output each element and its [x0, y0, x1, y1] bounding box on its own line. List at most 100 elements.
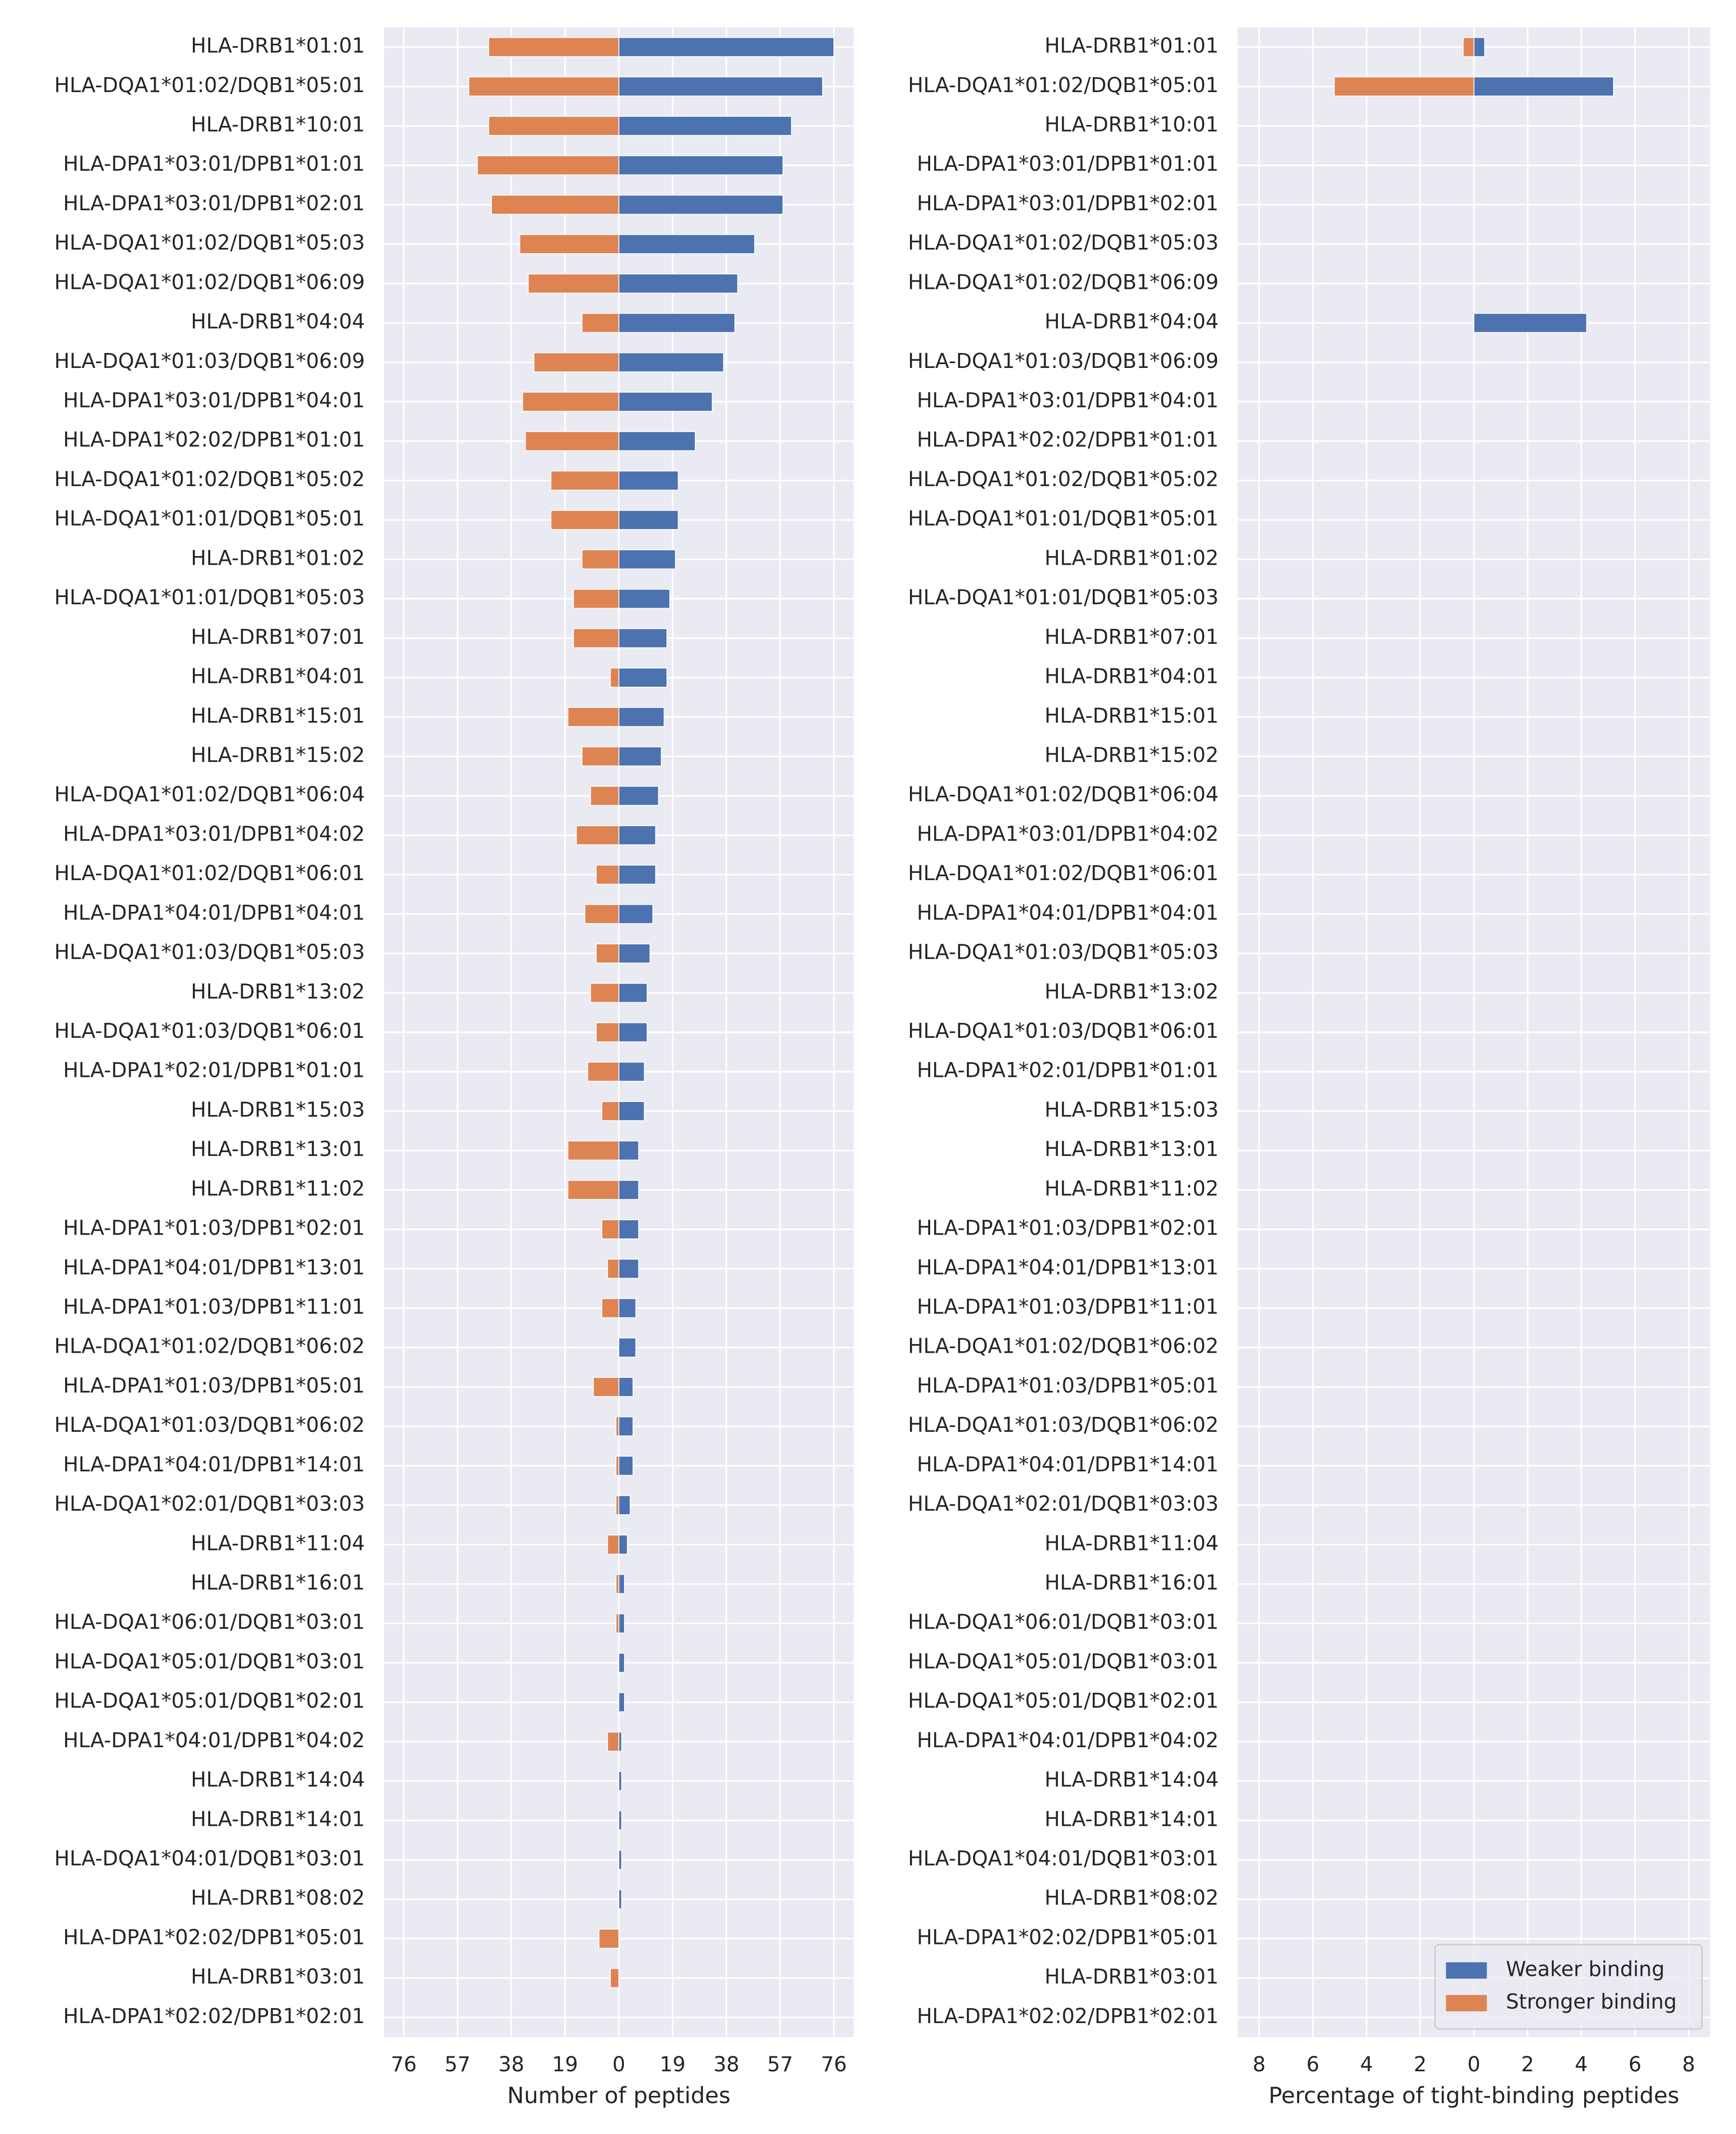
- y-tick-label: HLA-DPA1*03:01/DPB1*01:01: [917, 152, 1219, 176]
- bar: [615, 1495, 620, 1515]
- y-tick-label: HLA-DRB1*14:01: [191, 1807, 365, 1831]
- y-tick-label: HLA-DRB1*16:01: [1044, 1571, 1219, 1594]
- y-tick-label: HLA-DPA1*03:01/DPB1*04:01: [917, 389, 1219, 412]
- bar: [601, 1219, 620, 1239]
- bar: [576, 825, 620, 845]
- y-tick-label: HLA-DQA1*01:03/DQB1*06:09: [908, 349, 1219, 373]
- y-tick-label: HLA-DQA1*01:02/DQB1*05:03: [54, 231, 365, 255]
- y-tick-label: HLA-DQA1*01:02/DQB1*05:02: [908, 467, 1219, 491]
- bar: [618, 273, 738, 294]
- bar: [618, 352, 724, 372]
- y-tick-label: HLA-DPA1*02:02/DPB1*02:01: [63, 2004, 365, 2028]
- bar: [618, 431, 696, 451]
- bar: [618, 1298, 637, 1318]
- y-tick-label: HLA-DRB1*03:01: [1044, 1965, 1219, 1988]
- x-tick-label: 8: [1682, 2052, 1695, 2076]
- bar: [596, 865, 620, 885]
- y-tick-label: HLA-DRB1*08:02: [191, 1886, 365, 1910]
- y-tick-label: HLA-DQA1*01:01/DQB1*05:03: [54, 585, 365, 609]
- x-tick-label: 8: [1253, 2052, 1266, 2076]
- y-tick-label: HLA-DQA1*01:02/DQB1*06:01: [908, 861, 1219, 885]
- bar: [598, 1929, 620, 1949]
- bar: [615, 1416, 620, 1437]
- y-tick-label: HLA-DPA1*03:01/DPB1*04:02: [917, 822, 1219, 845]
- y-tick-label: HLA-DQA1*01:02/DQB1*06:04: [54, 783, 365, 806]
- bar: [618, 628, 667, 648]
- bar: [618, 1101, 645, 1121]
- bar: [618, 155, 784, 176]
- y-tick-label: HLA-DQA1*05:01/DQB1*02:01: [908, 1689, 1219, 1713]
- bar: [550, 510, 620, 530]
- y-tick-label: HLA-DQA1*06:01/DQB1*03:01: [908, 1610, 1219, 1634]
- y-tick-label: HLA-DRB1*14:04: [1044, 1768, 1219, 1792]
- legend-box: [1434, 1944, 1703, 2030]
- y-tick-label: HLA-DQA1*01:02/DQB1*06:09: [54, 270, 365, 294]
- bar: [584, 904, 620, 924]
- x-tick-label: 57: [767, 2052, 793, 2076]
- y-tick-label: HLA-DQA1*01:02/DQB1*06:01: [54, 861, 365, 885]
- y-tick-label: HLA-DRB1*14:04: [191, 1768, 365, 1792]
- bar: [618, 470, 679, 491]
- bar: [593, 1377, 620, 1397]
- bar: [582, 313, 620, 333]
- bar: [567, 707, 620, 727]
- bar: [618, 1259, 639, 1279]
- bar: [618, 1219, 639, 1239]
- y-tick-label: HLA-DPA1*02:01/DPB1*01:01: [917, 1059, 1219, 1082]
- y-tick-label: HLA-DRB1*04:01: [1044, 665, 1219, 688]
- x-tick-label: 6: [1628, 2052, 1641, 2076]
- bar: [618, 1022, 648, 1043]
- y-tick-label: HLA-DPA1*01:03/DPB1*05:01: [917, 1373, 1219, 1397]
- bar: [618, 1692, 625, 1713]
- bar: [525, 431, 620, 451]
- y-tick-label: HLA-DRB1*15:01: [1044, 704, 1219, 727]
- x-axis-label: Number of peptides: [507, 2082, 731, 2108]
- bar: [1473, 76, 1614, 96]
- y-tick-label: HLA-DQA1*01:01/DQB1*05:03: [908, 585, 1219, 609]
- y-tick-label: HLA-DRB1*04:01: [191, 665, 365, 688]
- bar: [590, 786, 620, 806]
- bar: [567, 1180, 620, 1200]
- y-tick-label: HLA-DPA1*03:01/DPB1*04:01: [63, 389, 365, 412]
- bar: [618, 1416, 634, 1437]
- y-tick-label: HLA-DQA1*01:02/DQB1*06:02: [54, 1334, 365, 1358]
- bar: [618, 1889, 623, 1909]
- y-tick-label: HLA-DQA1*01:02/DQB1*05:03: [908, 231, 1219, 255]
- y-tick-label: HLA-DRB1*04:04: [1044, 310, 1219, 333]
- y-tick-label: HLA-DQA1*01:01/DQB1*05:01: [908, 507, 1219, 530]
- bar: [1473, 37, 1485, 57]
- bar: [567, 1141, 620, 1161]
- bar: [618, 865, 656, 885]
- bar: [590, 983, 620, 1003]
- y-tick-label: HLA-DRB1*01:01: [1044, 34, 1219, 57]
- bar: [618, 1731, 623, 1752]
- bar: [573, 589, 620, 609]
- y-tick-label: HLA-DPA1*01:03/DPB1*02:01: [63, 1216, 365, 1240]
- bar: [488, 37, 620, 57]
- y-tick-label: HLA-DPA1*02:02/DPB1*01:01: [63, 428, 365, 451]
- bar: [550, 470, 620, 491]
- bar: [618, 116, 792, 136]
- bar: [618, 1180, 639, 1200]
- bar: [533, 352, 620, 372]
- bar: [618, 1849, 623, 1870]
- bar: [618, 786, 659, 806]
- y-tick-label: HLA-DRB1*10:01: [1044, 113, 1219, 136]
- bar: [607, 1259, 620, 1279]
- y-tick-label: HLA-DQA1*01:02/DQB1*05:01: [54, 73, 365, 97]
- bar: [618, 234, 755, 254]
- y-tick-label: HLA-DPA1*03:01/DPB1*04:02: [63, 822, 365, 845]
- y-tick-label: HLA-DPA1*04:01/DPB1*04:01: [63, 901, 365, 924]
- bar: [607, 1731, 620, 1752]
- x-tick-label: 76: [821, 2052, 847, 2076]
- bar: [618, 1337, 637, 1358]
- y-tick-label: HLA-DPA1*01:03/DPB1*02:01: [917, 1216, 1219, 1240]
- x-tick-label: 38: [713, 2052, 739, 2076]
- y-tick-label: HLA-DQA1*04:01/DQB1*03:01: [908, 1847, 1219, 1870]
- y-tick-label: HLA-DQA1*01:02/DQB1*05:01: [908, 73, 1219, 97]
- bar: [522, 392, 620, 412]
- y-tick-label: HLA-DRB1*15:03: [191, 1098, 365, 1121]
- bar: [1473, 313, 1587, 333]
- y-tick-label: HLA-DQA1*05:01/DQB1*03:01: [908, 1649, 1219, 1673]
- x-tick-label: 0: [1467, 2052, 1480, 2076]
